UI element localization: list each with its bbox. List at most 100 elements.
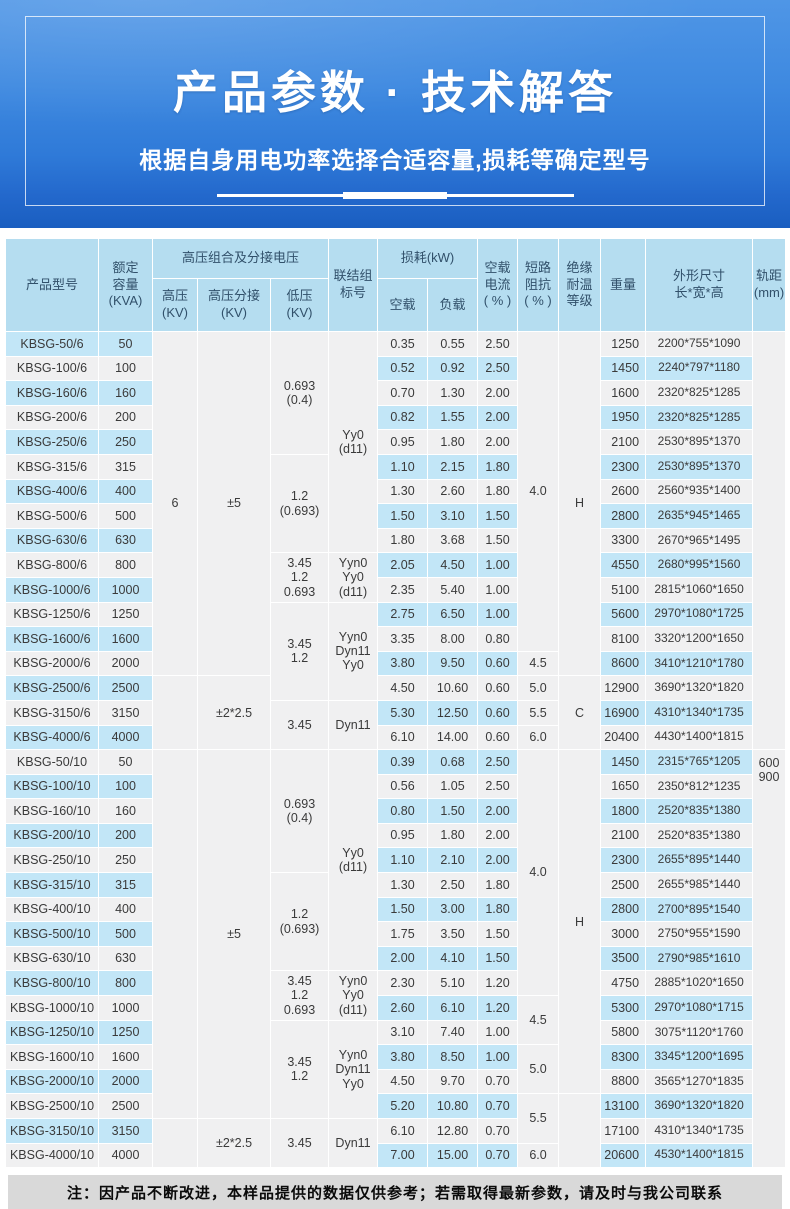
cell-noload: 2.30	[377, 970, 429, 997]
cell-impedance: 6.0	[517, 724, 560, 751]
cell-hv	[152, 675, 198, 751]
cell-tap: ±2*2.5	[197, 1117, 271, 1169]
cell-load: 3.00	[427, 896, 479, 923]
cell-weight: 2300	[600, 453, 647, 480]
table-row: KBSG-500/10 500 1.75 3.50 1.50 3000 2750*955*1…	[5, 921, 786, 947]
cell-noload: 0.35	[377, 331, 429, 357]
cell-current: 1.50	[477, 527, 519, 554]
header-cell: 低压 (KV)	[269, 278, 330, 332]
table-row: KBSG-250/6 250 0.95 1.80 2.00 2100 2530*895*13…	[5, 429, 786, 455]
cell-kva: 1600	[98, 626, 153, 652]
cell-impedance: 5.5	[517, 1093, 560, 1144]
cell-tap: ±2*2.5	[197, 675, 271, 751]
cell-impedance: 4.5	[517, 995, 560, 1046]
cell-weight: 16900	[600, 699, 647, 726]
cell-weight: 1800	[600, 798, 647, 824]
cell-noload: 1.30	[377, 478, 429, 505]
cell-vector: Dyn11	[328, 699, 379, 751]
table-row: KBSG-3150/10 3150 ±2*2.5 3.45 Dyn11 6.10 12.80…	[5, 1117, 786, 1169]
cell-lv: 3.45 1.2	[269, 601, 330, 701]
cell-current: 2.50	[477, 749, 519, 775]
cell-model: KBSG-500/6	[5, 503, 99, 529]
cell-weight: 2800	[600, 503, 647, 529]
cell-kva: 315	[98, 872, 153, 898]
cell-insulation	[558, 1093, 602, 1169]
table-row: KBSG-50/10 50 ±5 0.693 (0.4) Yy0 (d11) 0.39 0.…	[5, 749, 787, 1169]
table-row: KBSG-800/10 800 3.45 1.2 0.693 Yyn0 Yy0 (d1…	[5, 970, 786, 1021]
cell-dims: 2240*797*1180	[645, 355, 754, 382]
hero-banner: 产品参数 · 技术解答 根据自身用电功率选择合适容量,损耗等确定型号	[0, 0, 790, 228]
cell-impedance: 6.0	[517, 1142, 560, 1169]
table-row: KBSG-160/6 160 0.70 1.30 2.00 1600 2320*825*12…	[5, 380, 786, 406]
cell-load: 2.10	[427, 847, 479, 874]
cell-current: 0.60	[477, 724, 519, 751]
cell-current: 2.00	[477, 429, 519, 455]
cell-dims: 4310*1340*1735	[645, 699, 754, 726]
cell-kva: 400	[98, 896, 153, 923]
page-subtitle: 根据自身用电功率选择合适容量,损耗等确定型号	[139, 147, 651, 173]
header-cell: 短路 阻抗 ( % )	[517, 238, 560, 332]
cell-model: KBSG-200/6	[5, 404, 99, 431]
cell-weight: 1450	[600, 355, 647, 382]
cell-model: KBSG-50/6	[5, 331, 99, 357]
cell-current: 0.60	[477, 675, 519, 701]
cell-noload: 0.95	[377, 429, 429, 455]
cell-kva: 160	[98, 798, 153, 824]
cell-dims: 2750*955*1590	[645, 921, 754, 947]
cell-lv: 0.693 (0.4)	[269, 749, 330, 874]
cell-weight: 1650	[600, 773, 647, 800]
table-row: KBSG-2000/6 2000 3.80 9.50 0.60 4.5 8600 3410*1…	[5, 650, 786, 677]
table-row: KBSG-400/10 400 1.50 3.00 1.80 2800 2700*895*1…	[5, 896, 786, 923]
cell-model: KBSG-3150/6	[5, 699, 99, 726]
cell-dims: 2885*1020*1650	[645, 970, 754, 997]
cell-dims: 4310*1340*1735	[645, 1118, 754, 1144]
cell-noload: 7.00	[377, 1142, 429, 1169]
cell-noload: 2.35	[377, 576, 429, 603]
cell-load: 12.50	[427, 699, 479, 726]
table-row: KBSG-200/10 200 0.95 1.80 2.00 2100 2520*835*1…	[5, 822, 786, 849]
cell-lv: 3.45 1.2 0.693	[269, 552, 330, 603]
cell-model: KBSG-2500/6	[5, 675, 99, 701]
cell-current: 1.80	[477, 896, 519, 923]
cell-current: 1.50	[477, 921, 519, 947]
table-row: KBSG-160/10 160 0.80 1.50 2.00 1800 2520*835*1…	[5, 798, 786, 824]
cell-weight: 1950	[600, 404, 647, 431]
cell-load: 0.68	[427, 749, 479, 775]
cell-dims: 4430*1400*1815	[645, 724, 754, 751]
table-row: KBSG-100/6 100 0.52 0.92 2.50 1450 2240*797*11…	[5, 355, 786, 382]
cell-weight: 2100	[600, 429, 647, 455]
cell-model: KBSG-4000/10	[5, 1142, 99, 1169]
cell-load: 8.50	[427, 1044, 479, 1070]
header-cell: 损耗(kW)	[377, 238, 479, 279]
cell-load: 2.15	[427, 453, 479, 480]
cell-hv: 6	[152, 330, 198, 677]
cell-weight: 4750	[600, 970, 647, 997]
cell-weight: 8300	[600, 1044, 647, 1070]
table-row: KBSG-800/6 800 3.45 1.2 0.693 Yyn0 Yy0 (d11…	[5, 552, 786, 603]
cell-impedance: 4.5	[517, 650, 560, 677]
cell-current: 1.00	[477, 1044, 519, 1070]
cell-kva: 160	[98, 380, 153, 406]
cell-tap: ±5	[197, 749, 271, 1119]
cell-kva: 2000	[98, 1068, 153, 1095]
cell-hv	[152, 749, 198, 1119]
cell-load: 2.60	[427, 478, 479, 505]
cell-current: 2.50	[477, 331, 519, 357]
cell-load: 3.68	[427, 527, 479, 554]
cell-kva: 500	[98, 503, 153, 529]
cell-noload: 1.10	[377, 453, 429, 480]
header-cell: 绝缘 耐温 等级	[558, 238, 602, 332]
header-cell: 高压组合及分接电压	[151, 238, 330, 279]
cell-tap: ±5	[197, 330, 271, 677]
cell-load: 1.05	[427, 773, 479, 800]
cell-model: KBSG-400/6	[5, 478, 99, 505]
cell-kva: 1000	[98, 576, 153, 603]
cell-dims: 3345*1200*1695	[645, 1044, 754, 1070]
cell-impedance: 4.0	[517, 749, 560, 997]
header-cell: 重量	[600, 238, 647, 332]
cell-kva: 400	[98, 478, 153, 505]
table-row: KBSG-2500/6 2500 ±2*2.5 4.50 10.60 0.60 5.0 C 12…	[5, 675, 786, 751]
cell-model: KBSG-3150/10	[5, 1118, 99, 1144]
cell-dims: 2790*985*1610	[645, 945, 754, 972]
cell-load: 6.10	[427, 995, 479, 1021]
